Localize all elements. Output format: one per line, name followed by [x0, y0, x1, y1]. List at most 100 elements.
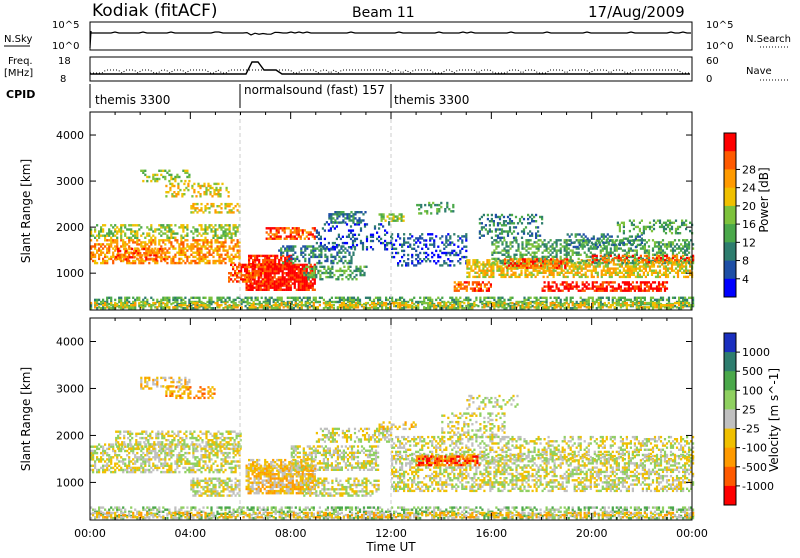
data-cell [307, 275, 310, 279]
data-cell [192, 243, 195, 246]
data-cell [644, 267, 647, 270]
data-cell [242, 274, 245, 277]
data-cell [413, 247, 416, 250]
data-cell [309, 265, 312, 269]
data-cell [138, 224, 141, 227]
data-cell [204, 228, 207, 231]
data-cell [384, 248, 387, 251]
data-cell [250, 298, 253, 302]
data-cell [275, 286, 278, 289]
data-cell [407, 245, 410, 248]
data-cell [304, 301, 307, 305]
data-cell [192, 226, 195, 229]
data-cell [355, 237, 359, 241]
data-cell [681, 267, 684, 270]
data-cell [633, 253, 636, 256]
data-cell [311, 271, 314, 275]
data-cell [413, 243, 416, 246]
data-cell [180, 257, 183, 261]
data-cell [630, 265, 633, 268]
data-cell [301, 272, 304, 275]
data-cell [270, 265, 273, 268]
data-cell [451, 251, 454, 255]
data-cell [609, 306, 612, 309]
data-cell [500, 271, 503, 274]
data-cell [275, 272, 278, 275]
data-cell [234, 243, 237, 246]
data-cell [579, 239, 582, 242]
data-cell [459, 283, 462, 286]
data-cell [208, 224, 211, 227]
data-cell [228, 257, 231, 261]
data-cell [491, 304, 494, 307]
data-cell [252, 254, 255, 258]
data-cell [622, 267, 625, 270]
data-cell [643, 298, 646, 302]
data-cell [262, 304, 265, 308]
data-cell [686, 298, 689, 302]
data-cell [634, 265, 637, 268]
data-cell [572, 263, 575, 266]
data-cell [463, 245, 466, 248]
data-cell [653, 304, 657, 307]
data-cell [256, 258, 259, 262]
data-cell [186, 226, 189, 229]
data-cell [380, 241, 383, 245]
data-cell [435, 249, 438, 253]
data-cell [170, 230, 173, 233]
data-cell [248, 261, 251, 264]
data-cell [276, 256, 279, 260]
data-cell [174, 261, 177, 265]
data-cell [295, 267, 298, 271]
data-cell [224, 202, 227, 206]
data-cell [413, 296, 416, 299]
data-cell [148, 228, 151, 231]
data-cell [266, 256, 269, 260]
data-cell [258, 254, 261, 258]
data-cell [344, 259, 347, 263]
data-cell [311, 288, 314, 291]
data-cell [309, 272, 312, 275]
data-cell [154, 228, 157, 231]
data-cell [581, 300, 584, 304]
data-cell [218, 241, 221, 244]
data-cell [360, 304, 364, 307]
data-cell [130, 236, 133, 239]
data-cell [153, 254, 156, 257]
data-cell [308, 259, 311, 263]
data-cell [396, 217, 399, 220]
data-cell [569, 255, 572, 259]
nave-tick-top: 60 [706, 56, 719, 67]
data-cell [255, 282, 258, 285]
data-cell [521, 306, 524, 309]
data-cell [395, 298, 398, 302]
data-cell [380, 217, 383, 220]
data-cell [168, 224, 171, 227]
data-cell [230, 257, 233, 261]
data-cell [504, 265, 507, 268]
data-cell [560, 269, 563, 272]
data-cell [509, 247, 512, 250]
data-cell [131, 247, 134, 251]
data-cell [210, 202, 213, 206]
data-cell [576, 271, 579, 274]
data-cell [277, 276, 280, 279]
data-cell [520, 269, 523, 272]
data-cell [284, 256, 287, 260]
data-cell [160, 300, 163, 304]
data-cell [628, 269, 631, 272]
data-cell [607, 255, 610, 259]
data-cell [323, 271, 326, 275]
data-cell [271, 267, 274, 271]
data-cell [182, 245, 185, 248]
data-cell [431, 243, 434, 246]
data-cell [293, 269, 296, 273]
data-cell [264, 274, 267, 277]
data-cell [298, 307, 301, 310]
data-cell [94, 245, 97, 248]
data-cell [487, 289, 490, 292]
data-cell [594, 271, 597, 274]
data-cell [182, 241, 185, 244]
data-cell [292, 245, 295, 248]
data-cell [324, 249, 327, 252]
